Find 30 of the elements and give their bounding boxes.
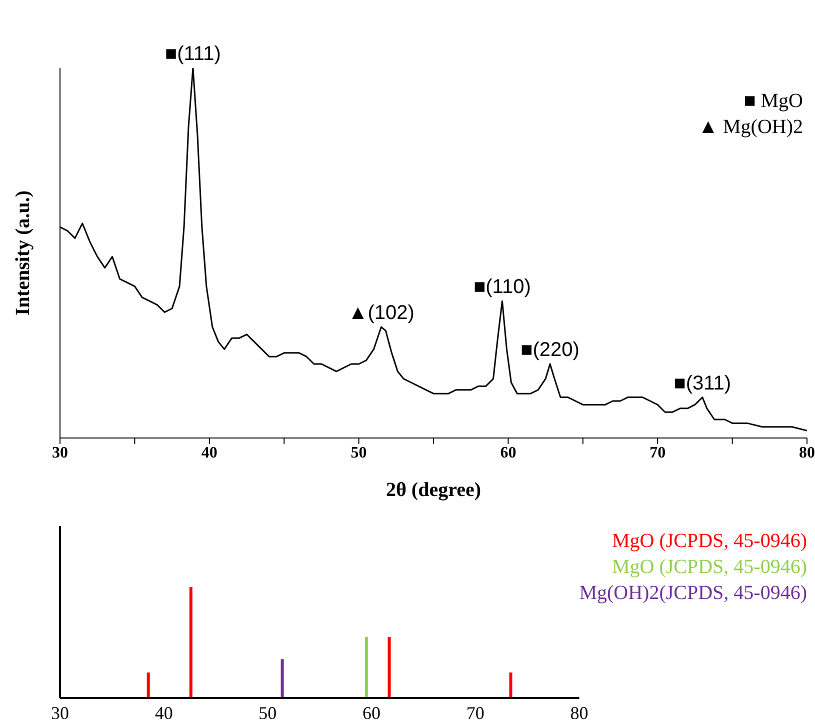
annotation: ■(311) bbox=[674, 372, 732, 394]
x-tick-label: 60 bbox=[362, 702, 381, 723]
x-tick-label: 30 bbox=[51, 702, 69, 723]
y-axis-title: Intensity (a.u.) bbox=[12, 190, 34, 316]
bar bbox=[146, 672, 150, 698]
x-tick-label: 50 bbox=[350, 444, 367, 462]
bar bbox=[189, 587, 192, 698]
bar bbox=[388, 636, 391, 698]
annotation: ■(110) bbox=[474, 276, 531, 298]
text: MgO (JCPDS, 45-0946) bbox=[610, 555, 807, 580]
x-tick-label: 40 bbox=[201, 444, 218, 462]
bar bbox=[280, 659, 284, 698]
x-tick-label: 70 bbox=[650, 444, 666, 462]
text: Mg(OH)2(JCPDS, 45-0946) bbox=[579, 581, 807, 606]
annotation: ■ MgO bbox=[742, 89, 803, 114]
annotation: ■(220) bbox=[520, 339, 580, 361]
x-tick-label: 70 bbox=[466, 702, 484, 723]
x-axis-title: 2θ (degree) bbox=[386, 479, 482, 501]
bar bbox=[364, 636, 368, 698]
x-tick-label: 80 bbox=[799, 444, 815, 462]
x-tick-label: 30 bbox=[52, 444, 68, 462]
x-tick-label: 60 bbox=[500, 444, 516, 462]
x-tick-label: 50 bbox=[258, 702, 277, 723]
x-tick-label: 80 bbox=[570, 702, 588, 723]
annotation: ▲(102) bbox=[348, 302, 414, 324]
x-tick-label: 40 bbox=[154, 702, 173, 723]
annotation: ■(111) bbox=[165, 43, 221, 65]
bar bbox=[509, 672, 512, 698]
text: MgO (JCPDS, 45-0946) bbox=[610, 529, 807, 554]
annotation: ▲ Mg(OH)2 bbox=[698, 115, 803, 140]
